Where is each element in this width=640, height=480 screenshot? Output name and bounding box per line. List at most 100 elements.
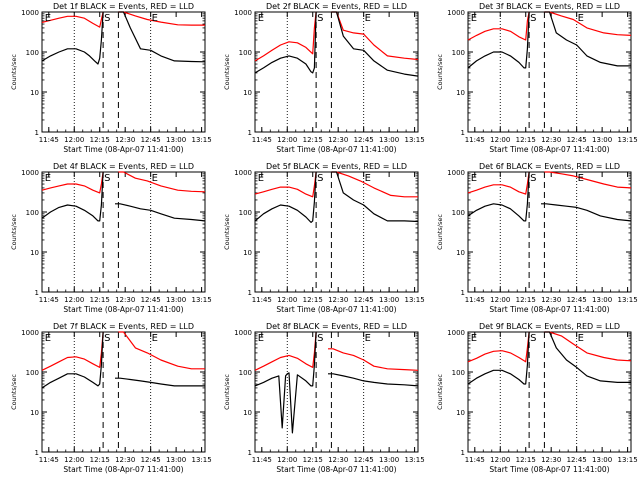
x-tick-label: 13:15	[618, 136, 638, 144]
x-axis-label: Start Time (08-Apr-07 11:41:00)	[276, 465, 396, 474]
x-tick-label: 12:45	[354, 296, 374, 304]
chart-det6: Det 6f BLACK = Events, RED = LLD 1 10 100 10…	[436, 162, 638, 314]
series-events-line	[541, 203, 632, 222]
panel-det5: Det 5f BLACK = Events, RED = LLD 1 10 100 10…	[213, 160, 426, 320]
y-tick-label: 1	[35, 129, 39, 137]
x-tick-label: 13:00	[379, 136, 399, 144]
y-tick-label: 1000	[447, 169, 465, 177]
x-axis-label: Start Time (08-Apr-07 11:41:00)	[63, 305, 183, 314]
x-tick-label: 12:15	[516, 296, 536, 304]
x-tick-label: 12:45	[567, 456, 587, 464]
panel-det9: Det 9f BLACK = Events, RED = LLD 1 10 100 10…	[426, 320, 639, 480]
interval-marker-label: E	[471, 13, 477, 24]
y-tick-label: 1	[461, 449, 465, 457]
x-tick-label: 12:00	[277, 296, 297, 304]
y-tick-label: 1000	[234, 9, 252, 17]
x-tick-label: 12:15	[516, 136, 536, 144]
y-axis-label: Counts/sec	[223, 374, 231, 410]
series-lld-line	[254, 171, 317, 198]
axes-frame	[467, 171, 632, 293]
series-events-line	[254, 11, 317, 74]
panel-det8: Det 8f BLACK = Events, RED = LLD 1 10 100 10…	[213, 320, 426, 480]
x-tick-label: 12:45	[354, 456, 374, 464]
series-events-line	[544, 11, 631, 67]
series-lld-line	[254, 331, 317, 371]
y-tick-label: 10	[456, 89, 465, 97]
x-tick-label: 12:30	[541, 296, 561, 304]
x-tick-label: 11:45	[465, 136, 485, 144]
x-tick-label: 12:30	[115, 296, 135, 304]
chart-det2: Det 2f BLACK = Events, RED = LLD 1 10 100 10…	[223, 2, 425, 154]
interval-marker-label: E	[365, 333, 371, 344]
x-tick-label: 13:00	[592, 136, 612, 144]
x-tick-label: 12:45	[141, 296, 161, 304]
x-tick-label: 12:15	[303, 136, 323, 144]
chart-title: Det 2f BLACK = Events, RED = LLD	[266, 2, 407, 11]
interval-marker-label: E	[365, 13, 371, 24]
y-tick-label: 100	[452, 209, 465, 217]
x-tick-label: 13:00	[592, 456, 612, 464]
y-tick-label: 100	[239, 369, 252, 377]
chart-title: Det 8f BLACK = Events, RED = LLD	[266, 322, 407, 331]
x-tick-label: 12:00	[277, 136, 297, 144]
y-tick-label: 100	[26, 369, 39, 377]
interval-marker-label: S	[530, 333, 536, 344]
x-tick-label: 12:45	[141, 456, 161, 464]
y-axis-label: Counts/sec	[10, 374, 18, 410]
y-axis-label: Counts/sec	[436, 374, 444, 410]
x-tick-label: 11:45	[252, 456, 272, 464]
y-tick-label: 10	[243, 249, 252, 257]
series-lld-line	[544, 331, 632, 362]
series-lld-line	[254, 11, 317, 62]
series-lld-line	[544, 171, 632, 189]
interval-marker-label: E	[152, 13, 158, 24]
chart-det1: Det 1f BLACK = Events, RED = LLD 1 10 100 10…	[10, 2, 212, 154]
x-tick-label: 11:45	[252, 296, 272, 304]
x-tick-label: 12:00	[490, 136, 510, 144]
series-events-line	[331, 171, 419, 223]
series-events-line	[115, 377, 205, 387]
y-tick-label: 1000	[234, 329, 252, 337]
interval-marker-label: E	[471, 333, 477, 344]
y-tick-label: 100	[452, 49, 465, 57]
x-tick-label: 12:15	[90, 136, 110, 144]
y-tick-label: 100	[452, 369, 465, 377]
axes-frame	[41, 11, 206, 133]
interval-marker-label: S	[530, 13, 536, 24]
y-tick-label: 1000	[234, 169, 252, 177]
x-tick-label: 12:00	[490, 296, 510, 304]
series-events-line	[328, 373, 419, 387]
x-tick-label: 13:00	[166, 136, 186, 144]
series-events-line	[118, 11, 206, 63]
series-lld-line	[328, 348, 419, 371]
x-axis-label: Start Time (08-Apr-07 11:41:00)	[489, 145, 609, 154]
y-tick-label: 1	[248, 449, 252, 457]
y-tick-label: 1000	[21, 9, 39, 17]
chart-title: Det 6f BLACK = Events, RED = LLD	[479, 162, 620, 171]
y-tick-label: 10	[243, 409, 252, 417]
x-axis-label: Start Time (08-Apr-07 11:41:00)	[63, 465, 183, 474]
y-tick-label: 10	[30, 89, 39, 97]
series-events-line	[254, 331, 317, 434]
axes-frame	[467, 331, 632, 453]
x-axis-label: Start Time (08-Apr-07 11:41:00)	[276, 145, 396, 154]
x-tick-label: 12:00	[64, 136, 84, 144]
x-tick-label: 12:30	[328, 296, 348, 304]
x-tick-label: 12:15	[516, 456, 536, 464]
y-tick-label: 1000	[21, 329, 39, 337]
y-tick-label: 10	[456, 409, 465, 417]
series-events-line	[41, 171, 104, 222]
series-lld-line	[467, 171, 530, 195]
y-tick-label: 100	[26, 209, 39, 217]
y-tick-label: 1000	[21, 169, 39, 177]
y-tick-label: 1	[461, 289, 465, 297]
y-axis-label: Counts/sec	[10, 214, 18, 250]
y-tick-label: 100	[239, 49, 252, 57]
x-tick-label: 11:45	[465, 296, 485, 304]
interval-marker-label: E	[578, 13, 584, 24]
series-events-line	[115, 203, 206, 222]
x-tick-label: 13:15	[192, 456, 212, 464]
y-axis-label: Counts/sec	[223, 214, 231, 250]
x-tick-label: 12:30	[328, 136, 348, 144]
